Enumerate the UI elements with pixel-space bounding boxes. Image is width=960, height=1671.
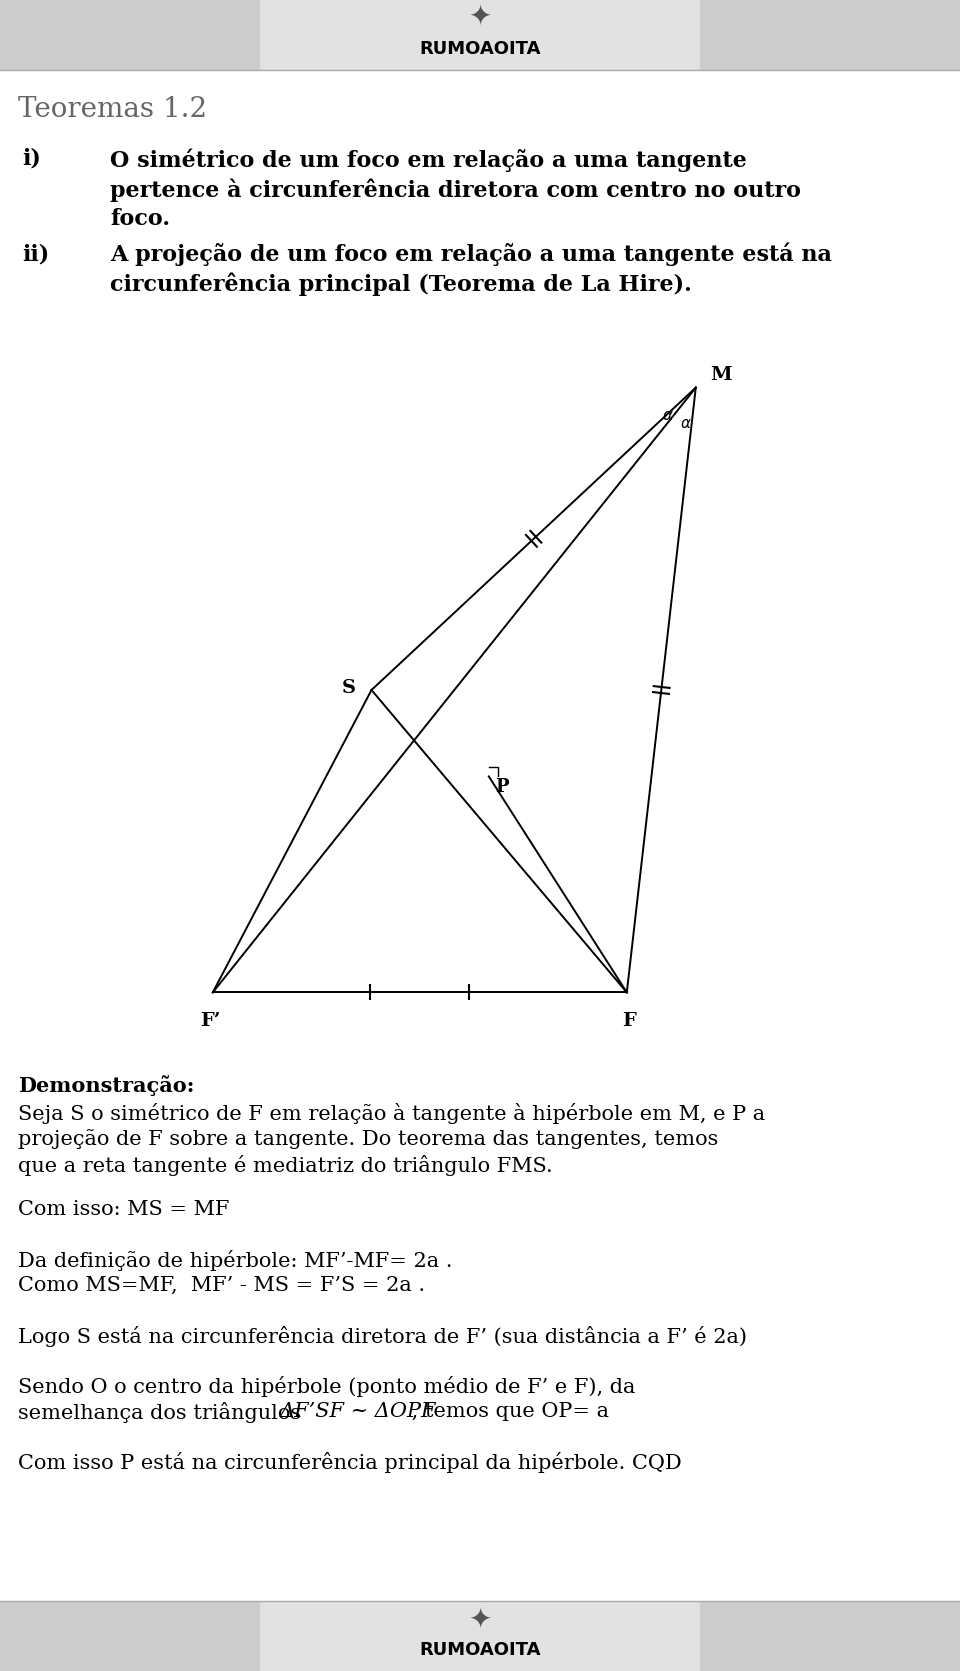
Bar: [0, 0, 960, 70]
Text: que a reta tangente é mediatriz do triângulo FMS.: que a reta tangente é mediatriz do triân…: [18, 1155, 553, 1176]
Text: Com isso: MS = MF: Com isso: MS = MF: [18, 1200, 229, 1220]
Text: O simétrico de um foco em relação a uma tangente: O simétrico de um foco em relação a uma …: [110, 149, 747, 172]
Bar: [260, 1601, 700, 1671]
Text: M: M: [709, 366, 732, 384]
Text: projeção de F sobre a tangente. Do teorema das tangentes, temos: projeção de F sobre a tangente. Do teore…: [18, 1130, 718, 1150]
Text: RUMOAOITA: RUMOAOITA: [420, 1641, 540, 1659]
Text: pertence à circunferência diretora com centro no outro: pertence à circunferência diretora com c…: [110, 179, 801, 202]
Text: S: S: [342, 678, 355, 697]
Text: A projeção de um foco em relação a uma tangente está na: A projeção de um foco em relação a uma t…: [110, 242, 832, 266]
Text: Teoremas 1.2: Teoremas 1.2: [18, 95, 207, 124]
Text: F: F: [622, 1013, 636, 1031]
Text: , temos que OP= a: , temos que OP= a: [405, 1402, 609, 1420]
Text: Sendo O o centro da hipérbole (ponto médio de F’ e F), da: Sendo O o centro da hipérbole (ponto méd…: [18, 1375, 636, 1397]
Text: foco.: foco.: [110, 207, 170, 231]
Text: P: P: [494, 779, 509, 797]
Text: RUMOAOITA: RUMOAOITA: [420, 40, 540, 58]
Text: ✦: ✦: [468, 1606, 492, 1633]
Text: Como MS=MF,  MF’ - MS = F’S = 2a .: Como MS=MF, MF’ - MS = F’S = 2a .: [18, 1277, 425, 1295]
Text: i): i): [22, 149, 41, 170]
Text: ii): ii): [22, 242, 49, 266]
Text: ΔF’SF ~ ΔOPF: ΔF’SF ~ ΔOPF: [280, 1402, 437, 1420]
Text: $\alpha$: $\alpha$: [680, 416, 692, 431]
Text: ✦: ✦: [468, 2, 492, 30]
Bar: [260, 0, 700, 70]
Text: Demonstração:: Demonstração:: [18, 1074, 194, 1096]
Text: Da definição de hipérbole: MF’-MF= 2a .: Da definição de hipérbole: MF’-MF= 2a .: [18, 1250, 452, 1272]
Text: Seja S o simétrico de F em relação à tangente à hipérbole em M, e P a: Seja S o simétrico de F em relação à tan…: [18, 1103, 765, 1125]
Text: F’: F’: [201, 1013, 221, 1031]
Text: $\alpha$: $\alpha$: [661, 408, 674, 423]
Text: circunferência principal (Teorema de La Hire).: circunferência principal (Teorema de La …: [110, 272, 692, 296]
Bar: [0, 1601, 960, 1671]
Text: semelhança dos triângulos: semelhança dos triângulos: [18, 1402, 308, 1424]
Text: Logo S está na circunferência diretora de F’ (sua distância a F’ é 2a): Logo S está na circunferência diretora d…: [18, 1327, 747, 1347]
Text: Com isso P está na circunferência principal da hipérbole. CQD: Com isso P está na circunferência princi…: [18, 1452, 682, 1474]
